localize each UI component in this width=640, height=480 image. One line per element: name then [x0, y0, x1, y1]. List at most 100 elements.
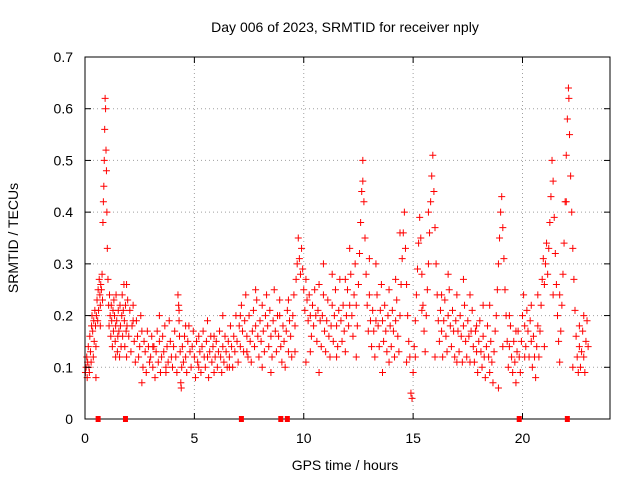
data-point: [241, 317, 249, 325]
data-point: [328, 270, 336, 278]
data-point: [353, 322, 361, 330]
data-point: [504, 363, 512, 371]
data-point: [444, 312, 452, 320]
data-point: [424, 260, 432, 268]
gap-marker: [284, 416, 290, 422]
chart-title: Day 006 of 2023, SRMTID for receiver npl…: [211, 19, 479, 35]
data-point: [204, 353, 211, 361]
data-point: [417, 234, 425, 242]
data-point: [221, 332, 229, 340]
data-point: [360, 198, 368, 206]
data-point: [123, 353, 131, 361]
data-point: [121, 343, 129, 351]
data-point: [454, 327, 462, 335]
data-point: [291, 348, 299, 356]
y-tick-label: 0.2: [54, 308, 74, 324]
data-point: [303, 296, 311, 304]
data-point: [440, 317, 448, 325]
data-point: [382, 327, 390, 335]
data-point: [176, 348, 184, 356]
data-point: [287, 332, 295, 340]
data-point: [113, 317, 121, 325]
y-tick-label: 0.7: [54, 49, 74, 65]
data-point: [370, 327, 378, 335]
data-point: [416, 213, 424, 221]
data-point: [248, 327, 256, 335]
data-point: [251, 343, 259, 351]
data-point: [188, 343, 196, 351]
data-point: [300, 286, 308, 294]
data-point: [100, 156, 108, 164]
data-point: [396, 229, 404, 237]
data-point: [98, 270, 106, 278]
data-point: [322, 348, 330, 356]
data-point: [224, 337, 232, 345]
data-point: [179, 358, 187, 366]
data-point: [418, 306, 426, 314]
data-point: [453, 358, 461, 366]
data-point: [116, 322, 124, 330]
data-point: [171, 327, 179, 335]
data-point: [175, 317, 183, 325]
data-point: [431, 353, 439, 361]
data-point: [170, 343, 178, 351]
data-point: [523, 306, 531, 314]
data-point: [540, 281, 548, 289]
data-point: [359, 177, 367, 185]
data-point: [181, 332, 189, 340]
data-point: [462, 337, 470, 345]
data-point: [442, 332, 450, 340]
data-point: [582, 337, 590, 345]
data-point: [549, 291, 557, 299]
data-point: [233, 337, 241, 345]
data-point: [501, 286, 509, 294]
data-point: [385, 286, 393, 294]
data-point: [334, 343, 342, 351]
data-point: [236, 343, 244, 351]
data-point: [387, 343, 395, 351]
data-point: [580, 353, 588, 361]
data-point: [112, 291, 120, 299]
data-point: [505, 312, 513, 320]
data-point: [271, 327, 279, 335]
data-point: [484, 322, 491, 330]
data-point: [352, 353, 360, 361]
data-point: [87, 358, 95, 366]
data-point: [333, 322, 341, 330]
data-point: [126, 306, 134, 314]
data-point: [408, 394, 416, 402]
data-point: [407, 389, 415, 397]
data-point: [455, 348, 463, 356]
data-point: [293, 260, 301, 268]
data-point: [284, 296, 292, 304]
data-point: [459, 275, 467, 283]
data-point: [477, 348, 485, 356]
data-point: [108, 343, 116, 351]
data-point: [392, 317, 400, 325]
y-tick-label: 0.5: [54, 152, 74, 168]
data-point: [500, 255, 508, 263]
data-point: [159, 332, 167, 340]
data-point: [121, 301, 129, 309]
data-point: [474, 368, 482, 376]
data-point: [373, 291, 381, 299]
gap-marker: [95, 416, 101, 422]
data-point: [119, 306, 127, 314]
data-point: [111, 337, 119, 345]
data-point: [210, 368, 218, 376]
data-point: [554, 312, 561, 320]
data-point: [316, 317, 324, 325]
data-point: [259, 327, 267, 335]
data-point: [113, 348, 121, 356]
data-point: [345, 322, 353, 330]
data-point: [552, 281, 560, 289]
data-point: [283, 306, 291, 314]
data-point: [189, 327, 197, 335]
data-point: [266, 306, 274, 314]
data-point: [412, 291, 420, 299]
data-point: [95, 275, 103, 283]
data-point: [556, 358, 564, 366]
data-point: [512, 327, 520, 335]
data-point: [279, 322, 287, 330]
data-point: [540, 343, 548, 351]
